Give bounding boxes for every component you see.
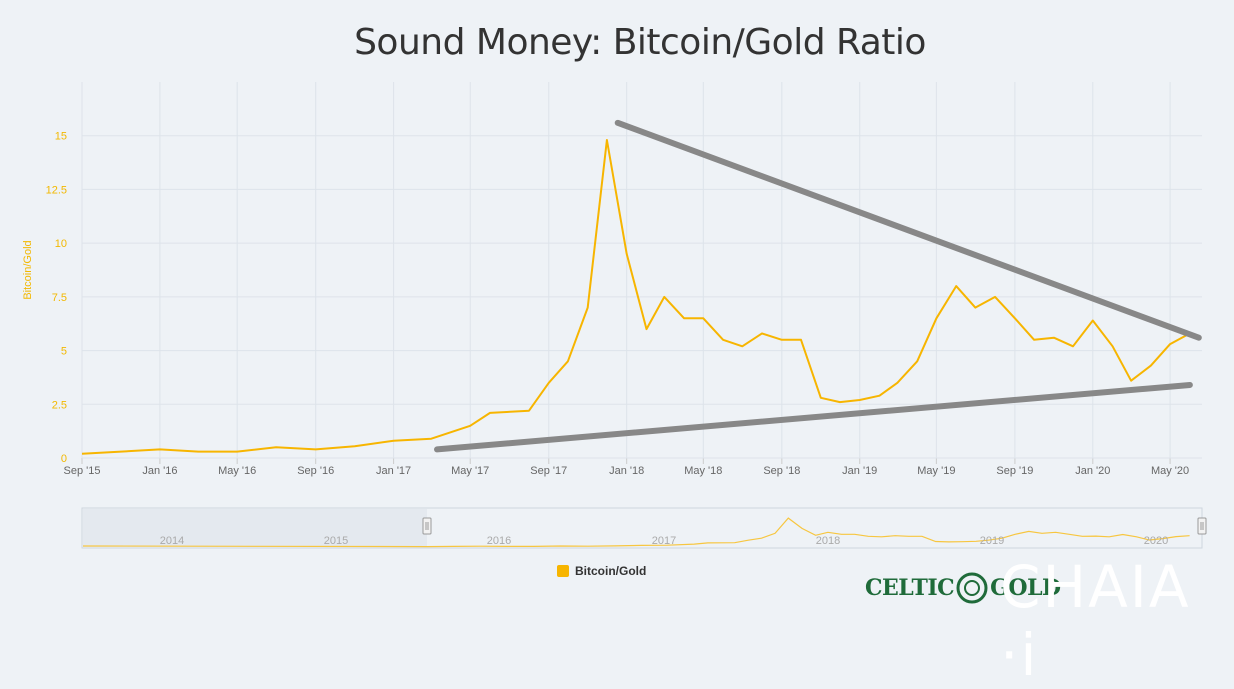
y-tick-label: 0 bbox=[61, 453, 67, 465]
chart-title: Sound Money: Bitcoin/Gold Ratio bbox=[354, 22, 926, 63]
navigator-year-label: 2014 bbox=[160, 535, 184, 547]
plot-background bbox=[82, 82, 1202, 458]
legend-label: Bitcoin/Gold bbox=[575, 564, 647, 578]
x-tick-label: May '20 bbox=[1151, 465, 1189, 477]
celtic-knot-icon bbox=[956, 572, 988, 604]
navigator-year-label: 2017 bbox=[652, 535, 676, 547]
y-tick-label: 12.5 bbox=[46, 184, 67, 196]
x-tick-label: Jan '20 bbox=[1075, 465, 1110, 477]
navigator[interactable]: 2014 2015 2016 2017 2018 2019 2020 bbox=[81, 507, 1207, 549]
x-tick-label: Sep '18 bbox=[763, 465, 800, 477]
x-tick-label: May '18 bbox=[684, 465, 722, 477]
navigator-year-label: 2015 bbox=[324, 535, 348, 547]
x-tick-label: Jan '18 bbox=[609, 465, 644, 477]
x-tick-label: May '19 bbox=[917, 465, 955, 477]
navigator-left-handle[interactable] bbox=[422, 517, 432, 535]
x-tick-label: Jan '19 bbox=[842, 465, 877, 477]
y-axis-title: Bitcoin/Gold bbox=[22, 240, 34, 299]
navigator-right-handle[interactable] bbox=[1197, 517, 1207, 535]
navigator-year-label: 2019 bbox=[980, 535, 1004, 547]
x-tick-label: Jan '17 bbox=[376, 465, 411, 477]
navigator-year-label: 2018 bbox=[816, 535, 840, 547]
celticgold-logo: CELTIC GOLD bbox=[865, 567, 1061, 609]
legend-item-bitcoin-gold[interactable]: Bitcoin/Gold bbox=[557, 564, 646, 578]
chaia-logo: CHAIA ·i bbox=[1000, 553, 1191, 689]
navigator-unselected-mask bbox=[83, 509, 427, 547]
x-tick-label: Sep '19 bbox=[996, 465, 1033, 477]
trendline-resistance bbox=[614, 119, 1202, 341]
x-tick-label: Sep '17 bbox=[530, 465, 567, 477]
trendline-support bbox=[434, 381, 1193, 453]
chart-area: 0 2.5 5 7.5 10 12.5 15 Sep '15 Jan '16 May '16 Se… bbox=[22, 82, 1207, 549]
y-tick-label: 7.5 bbox=[52, 292, 67, 304]
y-tick-label: 2.5 bbox=[52, 399, 67, 411]
navigator-year-label: 2020 bbox=[1144, 535, 1168, 547]
x-tick-label: May '17 bbox=[451, 465, 489, 477]
x-tick-label: Jan '16 bbox=[142, 465, 177, 477]
x-tick-label: May '16 bbox=[218, 465, 256, 477]
x-tick-label: Sep '15 bbox=[64, 465, 101, 477]
y-tick-label: 5 bbox=[61, 346, 67, 358]
y-tick-label: 15 bbox=[55, 131, 67, 143]
navigator-series-line bbox=[82, 517, 1190, 548]
series-line-bitcoin-gold bbox=[81, 139, 1191, 455]
y-tick-label: 10 bbox=[55, 238, 67, 250]
navigator-year-label: 2016 bbox=[487, 535, 511, 547]
legend-swatch bbox=[557, 565, 569, 577]
x-tick-label: Sep '16 bbox=[297, 465, 334, 477]
